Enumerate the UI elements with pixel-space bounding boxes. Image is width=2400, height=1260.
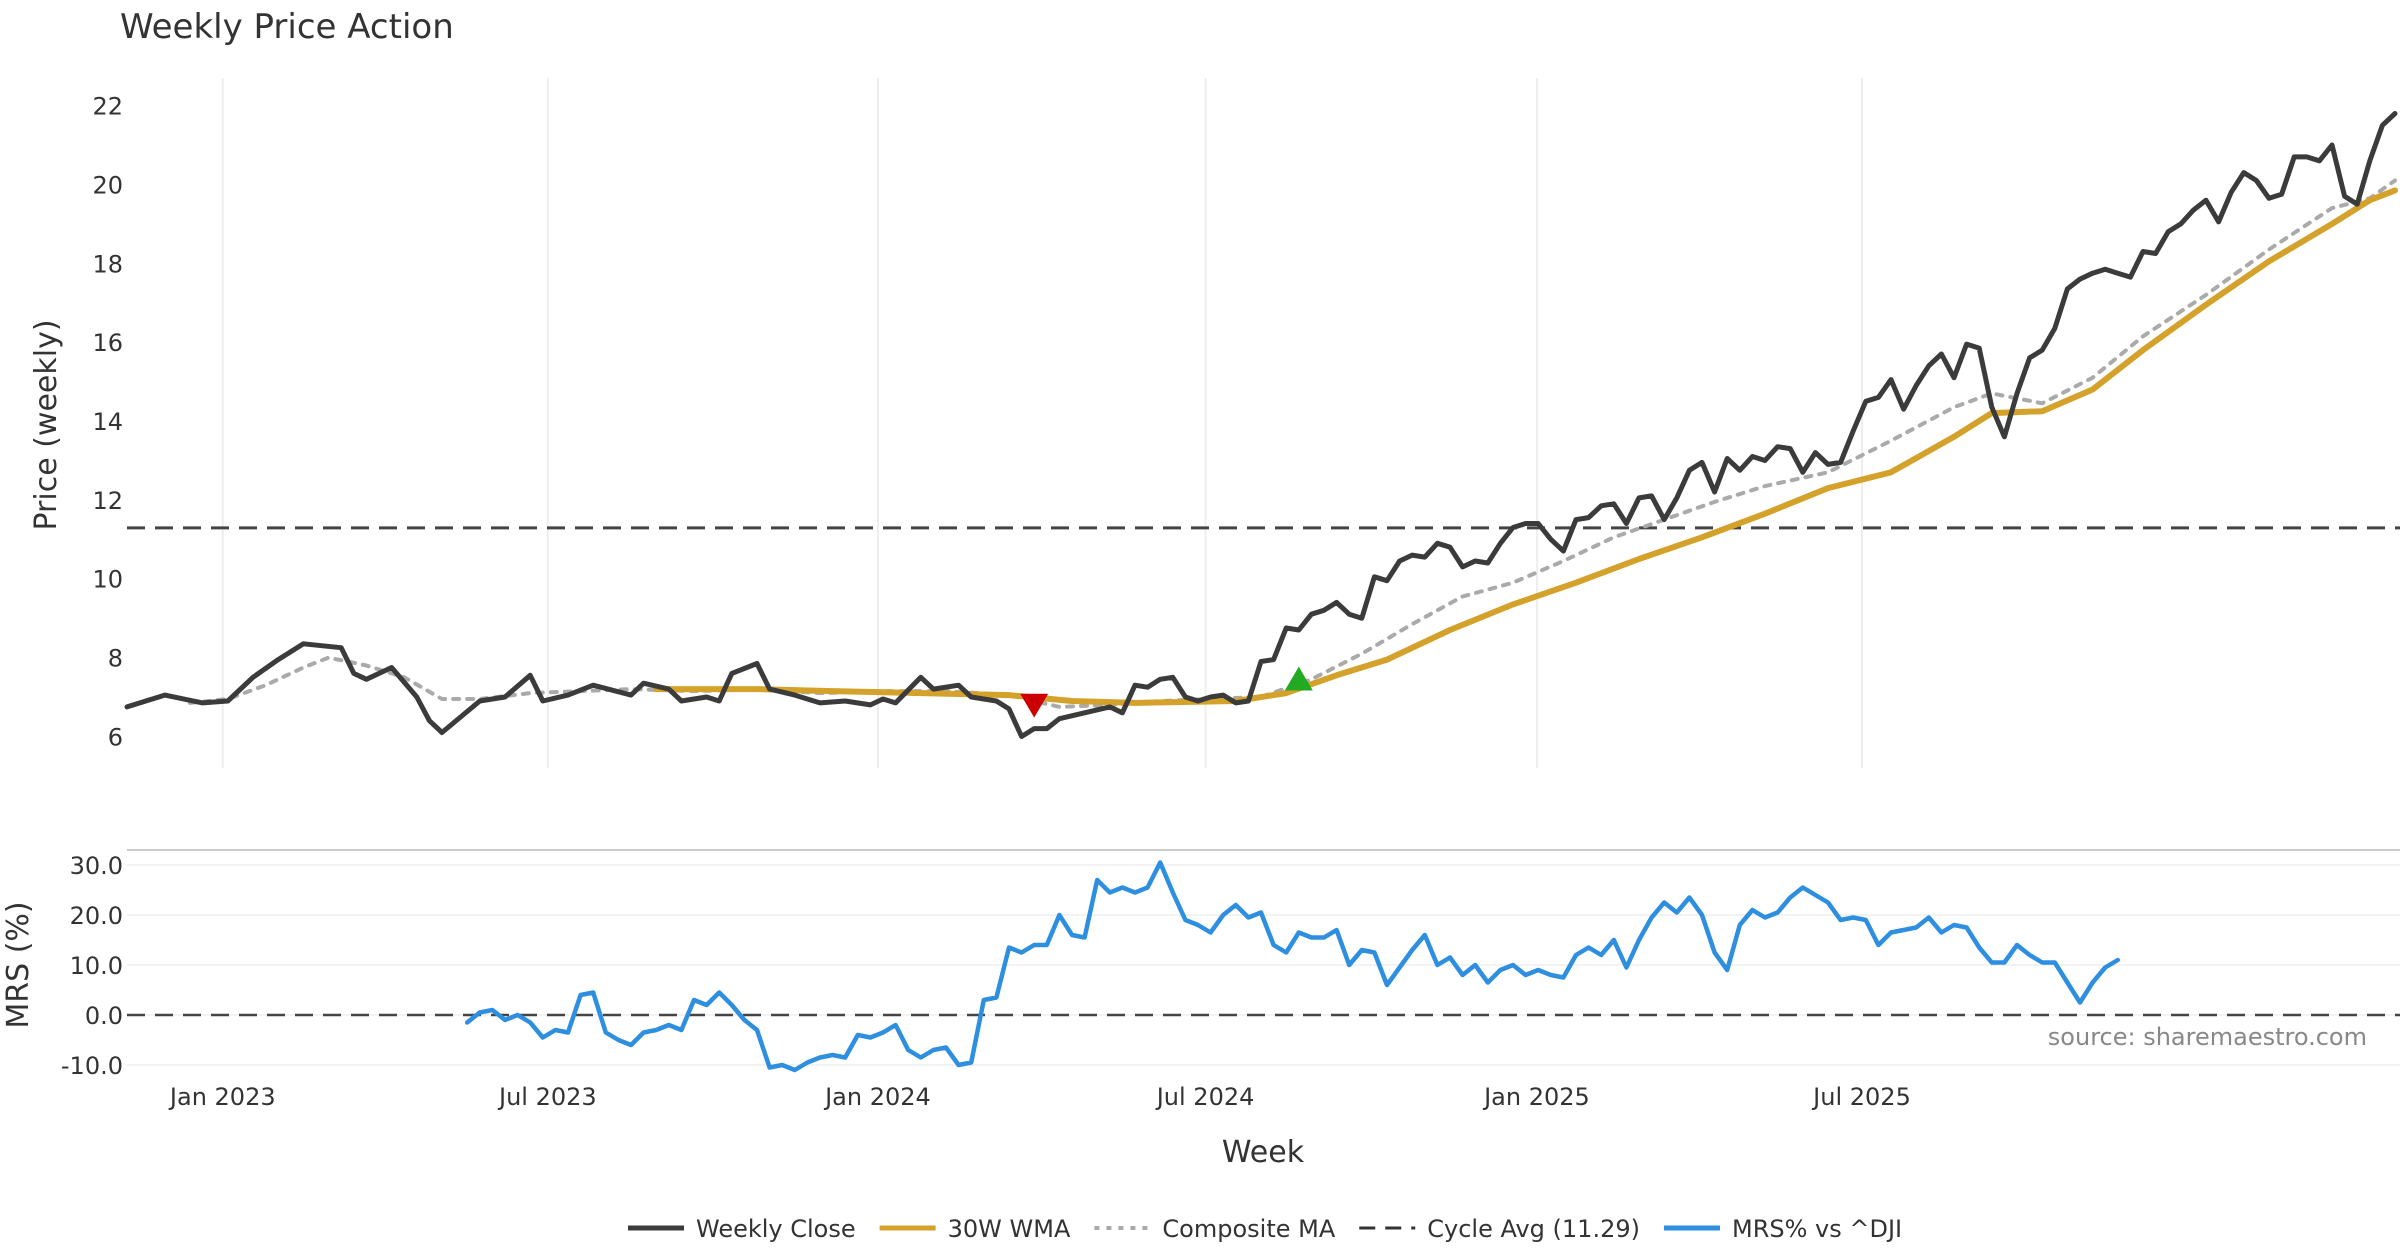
x-tick-label: Jan 2025 <box>1482 1083 1590 1111</box>
price-panel: 6 8 10 12 14 16 18 20 22 Price (weekly) <box>29 78 2400 768</box>
series-weekly-close <box>124 111 2398 739</box>
mrs-y-tick-label: -10.0 <box>61 1052 123 1080</box>
x-tick-label: Jan 2024 <box>823 1083 931 1111</box>
series-mrs-vs-dji <box>464 860 2121 1073</box>
x-tick-label: Jul 2023 <box>497 1083 597 1111</box>
price-y-tick-label: 6 <box>108 723 123 751</box>
x-tick-label: Jul 2024 <box>1155 1083 1255 1111</box>
sell-signal-marker <box>1020 693 1049 718</box>
buy-signal-marker <box>1284 666 1313 691</box>
price-y-tick-label: 18 <box>92 250 123 278</box>
series-30w-wma <box>653 187 2398 706</box>
legend-label: Weekly Close <box>696 1215 856 1243</box>
legend-label: Cycle Avg (11.29) <box>1427 1215 1640 1243</box>
legend: Weekly Close 30W WMA Composite MA Cycle Avg… <box>628 1215 1902 1243</box>
price-y-tick-label: 8 <box>108 645 123 673</box>
x-axis-label: Week <box>1222 1135 1305 1170</box>
mrs-y-tick-label: 30.0 <box>70 852 123 880</box>
chart-title: Weekly Price Action <box>120 7 454 47</box>
mrs-y-tick-label: 20.0 <box>70 902 123 930</box>
legend-item-30w-wma: 30W WMA <box>879 1215 1071 1243</box>
price-y-tick-label: 14 <box>92 408 123 436</box>
mrs-y-tick-label: 10.0 <box>70 952 123 980</box>
x-tick-label: Jul 2025 <box>1811 1083 1911 1111</box>
source-annotation: source: sharemaestro.com <box>2048 1023 2367 1051</box>
price-y-tick-label: 10 <box>92 566 123 594</box>
price-y-tick-label: 22 <box>92 93 123 121</box>
price-y-tick-label: 16 <box>92 329 123 357</box>
mrs-y-axis-label: MRS (%) <box>1 901 36 1028</box>
price-y-axis-label: Price (weekly) <box>29 319 64 530</box>
legend-item-composite-ma: Composite MA <box>1094 1215 1336 1243</box>
legend-item-cycle-avg-11-29: Cycle Avg (11.29) <box>1359 1215 1640 1243</box>
mrs-y-tick-label: 0.0 <box>85 1002 123 1030</box>
legend-label: MRS% vs ^DJI <box>1732 1215 1902 1243</box>
mrs-panel: 30.0 20.0 10.0 0.0 -10.0 Jan 2023 Jul 2023 Jan… <box>1 849 2400 1170</box>
x-tick-label: Jan 2023 <box>168 1083 276 1111</box>
legend-item-mrs-vs-dji: MRS% vs ^DJI <box>1663 1215 1902 1243</box>
legend-label: Composite MA <box>1162 1215 1335 1243</box>
legend-label: 30W WMA <box>948 1215 1071 1243</box>
price-y-tick-label: 12 <box>92 487 123 515</box>
price-y-tick-label: 20 <box>92 171 123 199</box>
legend-item-weekly-close: Weekly Close <box>628 1215 856 1243</box>
